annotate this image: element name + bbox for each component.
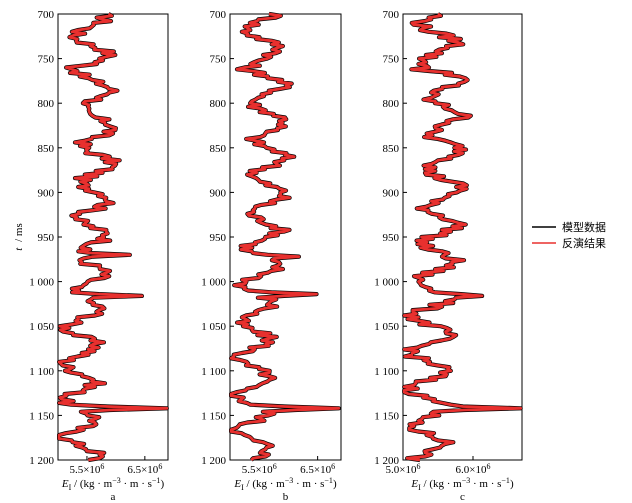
- y-tick-label: 1 050: [29, 321, 54, 333]
- x-tick-label: 5.0×106: [386, 462, 421, 476]
- y-tick-label: 950: [383, 232, 400, 244]
- y-tick-label: 1 100: [374, 366, 399, 378]
- x-axis-label: EI / (kg · m−3 · m · s−1): [61, 476, 165, 492]
- y-tick-label: 750: [38, 54, 55, 66]
- inversion-result-line-c: [402, 12, 522, 462]
- svg-text:t / ms: t / ms: [13, 223, 25, 250]
- y-tick-label: 1 200: [201, 455, 226, 467]
- y-tick-label: 1 000: [29, 277, 54, 289]
- x-tick-label: 5.5×106: [69, 462, 104, 476]
- y-tick-label: 850: [210, 143, 227, 155]
- subplot-label-b: b: [283, 491, 289, 503]
- y-tick-label: 700: [38, 9, 55, 21]
- y-tick-label: 1 050: [374, 321, 399, 333]
- legend-label-inversion: 反演结果: [562, 236, 606, 250]
- panel-b: 700 750 800 850 900 950 1 000 1 050 1 100 1 150 1 …: [201, 9, 342, 503]
- x-axis-label: EI / (kg · m−3 · m · s−1): [410, 476, 514, 492]
- panel-c: 700 750 800 850 900 950 1 000 1 050 1 100 1 150 1 …: [374, 9, 523, 503]
- y-tick-label: 1 100: [201, 366, 226, 378]
- x-tick-label: 6.0×106: [456, 462, 491, 476]
- panel-a: 700 750 800 850 900 950 1 000 1 050 1 100 1 150 1 …: [29, 9, 169, 503]
- subplot-label-a: a: [111, 491, 116, 503]
- y-tick-label: 1 150: [201, 410, 226, 422]
- y-label-unit: / ms: [13, 223, 25, 242]
- y-tick-label: 1 200: [29, 455, 54, 467]
- y-tick-label: 700: [210, 9, 227, 21]
- y-label-symbol: t: [13, 247, 25, 251]
- y-tick-label: 800: [383, 98, 400, 110]
- panels: 700 750 800 850 900 950 1 000 1 050 1 100 1 150 1 …: [29, 9, 523, 503]
- inversion-result-line-b: [229, 12, 341, 462]
- subplot-label-c: c: [460, 491, 465, 503]
- y-tick-label: 900: [210, 187, 227, 199]
- y-tick-label: 850: [38, 143, 55, 155]
- y-tick-label: 850: [383, 143, 400, 155]
- x-tick-label: 6.5×106: [300, 462, 335, 476]
- y-tick-label: 1 150: [374, 410, 399, 422]
- y-tick-label: 1 000: [374, 277, 399, 289]
- y-tick-label: 1 150: [29, 410, 54, 422]
- legend: 模型数据 反演结果: [532, 220, 606, 250]
- y-tick-label: 800: [210, 98, 227, 110]
- y-tick-label: 1 200: [374, 455, 399, 467]
- y-tick-label: 800: [38, 98, 55, 110]
- y-tick-label: 950: [38, 232, 55, 244]
- x-axis-label: EI / (kg · m−3 · m · s−1): [233, 476, 337, 492]
- y-tick-label: 1 100: [29, 366, 54, 378]
- y-tick-label: 900: [383, 187, 400, 199]
- y-axis-label: t / ms: [13, 223, 25, 250]
- x-tick-label: 6.5×106: [127, 462, 162, 476]
- model-data-line-b: [229, 11, 341, 462]
- x-tick-label: 5.5×106: [242, 462, 277, 476]
- y-tick-label: 900: [38, 187, 55, 199]
- y-tick-label: 750: [210, 54, 227, 66]
- y-tick-label: 750: [383, 54, 400, 66]
- y-tick-label: 950: [210, 232, 227, 244]
- y-tick-label: 1 050: [201, 321, 226, 333]
- y-tick-label: 700: [383, 9, 400, 21]
- y-tick-label: 1 000: [201, 277, 226, 289]
- inversion-result-line-a: [57, 12, 169, 462]
- legend-label-model: 模型数据: [562, 220, 606, 234]
